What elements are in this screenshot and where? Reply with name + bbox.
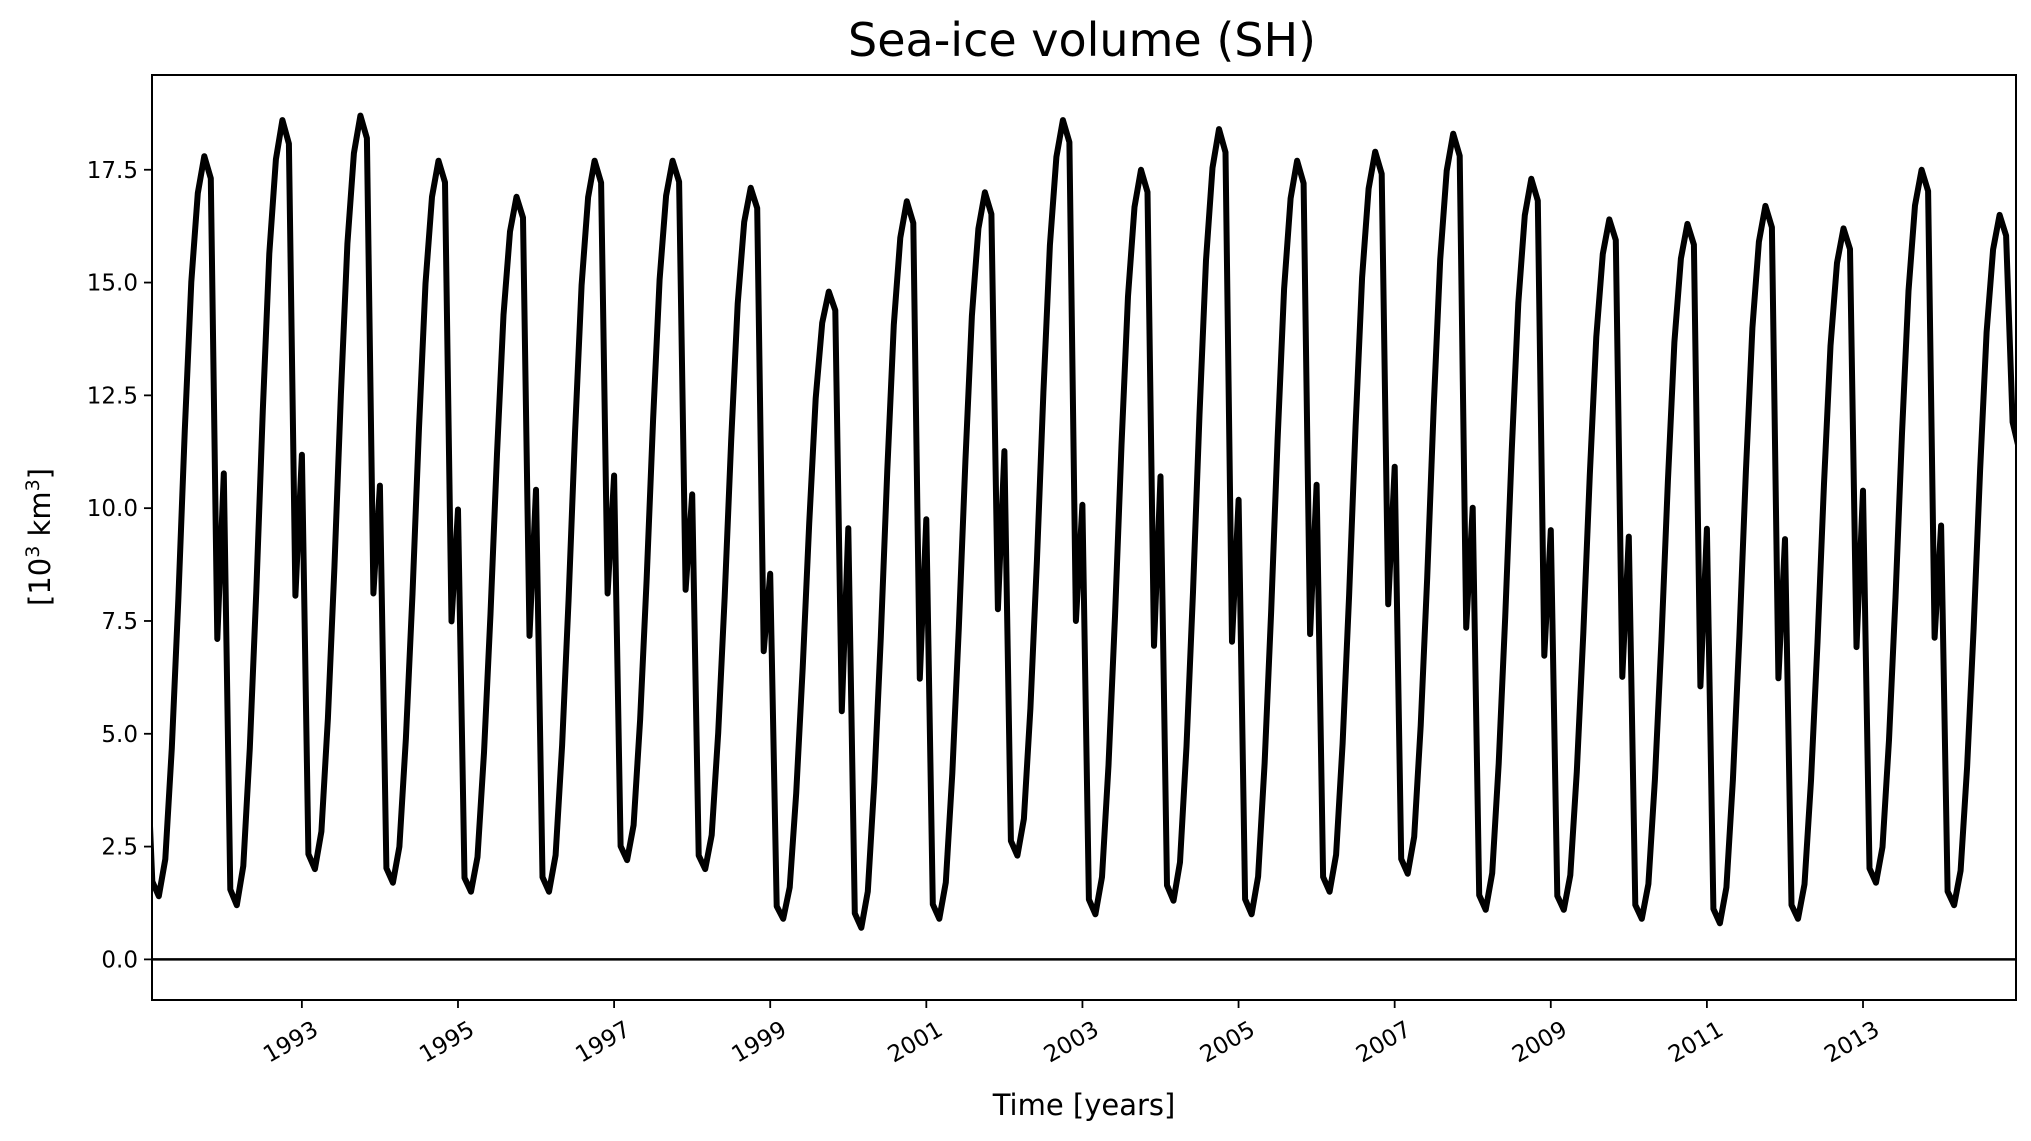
y-tick-label: 5.0 bbox=[101, 722, 138, 748]
x-tick-label: 2007 bbox=[1352, 1017, 1416, 1069]
plot-frame bbox=[151, 74, 2017, 1001]
y-tick-label: 17.5 bbox=[87, 158, 138, 184]
y-tick-label: 10.0 bbox=[87, 496, 138, 522]
x-tick-label: 1993 bbox=[259, 1017, 323, 1069]
plot-area bbox=[151, 74, 2017, 1001]
x-tick-label: 2011 bbox=[1664, 1017, 1728, 1069]
x-tick-label: 2013 bbox=[1820, 1017, 1884, 1069]
y-axis-label-unit-exponent: 3 bbox=[22, 479, 44, 491]
y-axis-label: [103 km3] bbox=[22, 468, 57, 606]
x-tick-label: 1997 bbox=[571, 1017, 635, 1069]
x-axis: 1993 1995 1997 1999 2001 2003 2005 2007 2009 2011… bbox=[259, 1000, 1884, 1068]
chart-title: Sea-ice volume (SH) bbox=[848, 13, 1316, 67]
x-tick-label: 1999 bbox=[728, 1017, 792, 1069]
x-tick-label: 2009 bbox=[1508, 1017, 1572, 1069]
y-tick-label: 12.5 bbox=[87, 383, 138, 409]
y-tick-label: 0.0 bbox=[101, 947, 138, 973]
x-tick-label: 1995 bbox=[415, 1017, 479, 1069]
series-line bbox=[152, 112, 2016, 931]
x-axis-label: Time [years] bbox=[992, 1088, 1176, 1122]
y-tick-label: 15.0 bbox=[87, 271, 138, 297]
y-tick-label: 7.5 bbox=[101, 609, 138, 635]
y-axis-label-exponent: 3 bbox=[22, 546, 44, 558]
x-tick-label: 2003 bbox=[1040, 1017, 1104, 1069]
y-axis-label-base: [10 bbox=[23, 558, 57, 606]
x-tick-label: 2005 bbox=[1196, 1017, 1260, 1069]
y-axis-label-end: ] bbox=[23, 468, 57, 479]
y-axis: 0.0 2.5 5.0 7.5 10.0 12.5 15.0 17.5 bbox=[87, 158, 152, 973]
y-tick-label: 2.5 bbox=[101, 835, 138, 861]
y-axis-label-unit: km bbox=[23, 491, 57, 545]
x-tick-label: 2001 bbox=[884, 1017, 948, 1069]
